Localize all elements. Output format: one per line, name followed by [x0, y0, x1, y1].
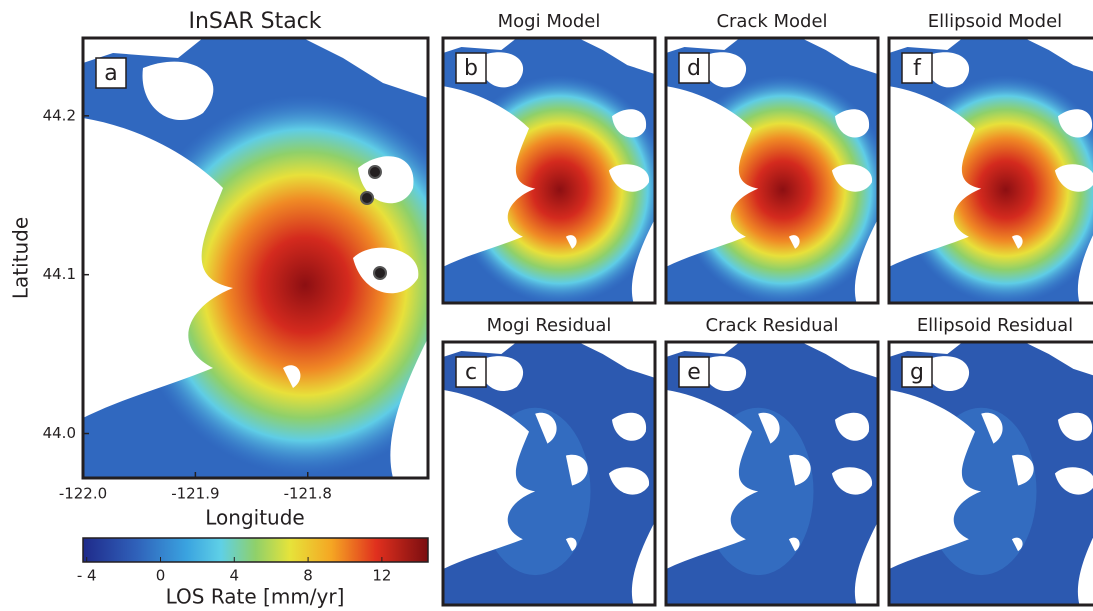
panel-letter: b: [464, 56, 478, 81]
panel-letter: a: [104, 61, 117, 86]
colorbar-label: LOS Rate [mm/yr]: [166, 585, 345, 609]
station: [374, 267, 386, 279]
x-tick-label: -121.8: [284, 485, 332, 503]
x-tick-label: -122.0: [59, 485, 107, 503]
map-content: [83, 38, 480, 478]
x-axis-label: Longitude: [205, 506, 304, 530]
colorbar-tick-label: - 4: [77, 567, 97, 585]
y-axis-label: Latitude: [9, 217, 33, 299]
panel-title: Mogi Model: [498, 11, 601, 32]
station: [369, 166, 381, 178]
panel-title: InSAR Stack: [188, 9, 321, 34]
panel-title: Crack Model: [716, 11, 827, 32]
panel-title: Ellipsoid Residual: [917, 315, 1073, 336]
y-tick-label: 44.0: [43, 424, 76, 442]
panel-letter: g: [910, 360, 924, 385]
station: [361, 192, 373, 204]
panel-letter: c: [465, 360, 477, 385]
panel-title: Mogi Residual: [487, 315, 612, 336]
y-tick-label: 44.2: [43, 106, 76, 124]
colorbar-tick-label: 0: [156, 567, 166, 585]
colorbar-tick-label: 4: [230, 567, 240, 585]
colorbar-tick-label: 12: [372, 567, 391, 585]
panel-letter: e: [687, 360, 701, 385]
panel-letter: d: [687, 56, 701, 81]
x-tick-label: -121.9: [171, 485, 219, 503]
panel-title: Crack Residual: [705, 315, 838, 336]
map: [83, 38, 480, 478]
panel-letter: f: [913, 56, 922, 81]
colorbar: [83, 538, 428, 562]
panel-title: Ellipsoid Model: [928, 11, 1062, 32]
y-tick-label: 44.1: [43, 265, 76, 283]
figure: aInSAR Stack-122.0-121.9-121.844.244.144…: [0, 0, 1093, 611]
colorbar-tick-label: 8: [303, 567, 313, 585]
